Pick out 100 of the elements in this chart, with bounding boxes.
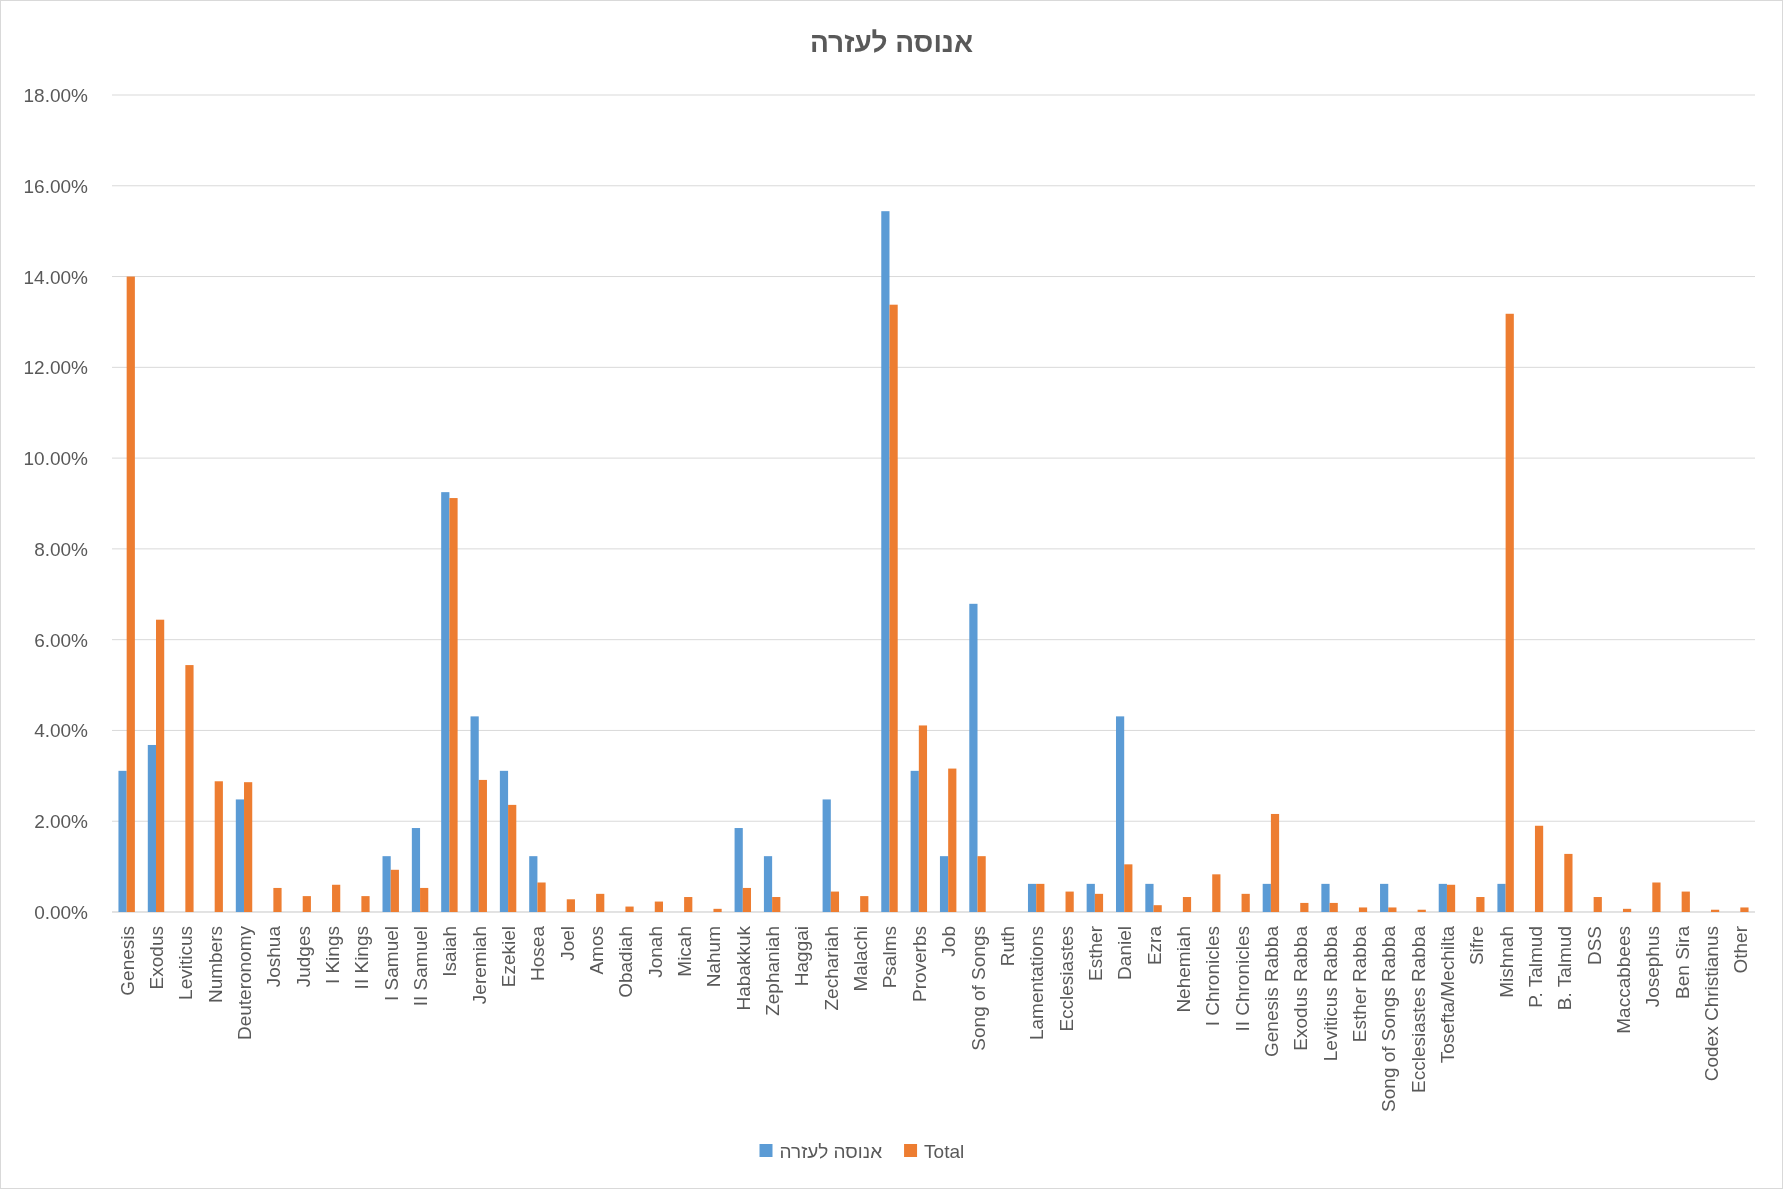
bar	[1027, 883, 1037, 912]
bar	[1438, 883, 1447, 912]
bar	[361, 896, 370, 912]
y-tick-label: 10.00%	[23, 448, 89, 470]
y-tick-label: 2.00%	[34, 811, 89, 833]
bar	[1534, 825, 1544, 912]
x-tick-label: Esther	[1084, 925, 1106, 981]
bar	[478, 779, 487, 912]
bar	[1593, 897, 1602, 912]
bar	[881, 211, 890, 912]
x-tick-label: Ezekiel	[498, 926, 520, 988]
bar	[126, 276, 135, 912]
bar	[1476, 897, 1485, 912]
bar	[1446, 884, 1456, 912]
x-tick-label: Judges	[292, 926, 314, 988]
bar	[1622, 908, 1632, 912]
x-tick-label: II Chronicles	[1231, 926, 1253, 1032]
bar	[969, 603, 978, 912]
bar	[977, 856, 986, 912]
bar	[1388, 907, 1397, 912]
y-tick-label: 0.00%	[34, 902, 89, 923]
x-tick-label: I Samuel	[380, 926, 402, 1001]
x-tick-label: B. Talmud	[1554, 926, 1576, 1011]
bar	[918, 725, 928, 912]
bar	[508, 804, 517, 912]
bar	[772, 897, 781, 912]
bar	[449, 498, 458, 912]
bar	[684, 897, 693, 912]
bar	[382, 856, 391, 912]
y-tick-label: 14.00%	[23, 266, 89, 288]
x-tick-label: Sifre	[1466, 926, 1488, 966]
x-tick-label: Zechariah	[820, 926, 842, 1011]
bar	[1182, 897, 1192, 912]
bar	[625, 906, 634, 912]
bar	[118, 770, 127, 912]
bar	[214, 781, 223, 912]
bar	[244, 782, 253, 912]
bar	[185, 665, 194, 912]
x-tick-label: Exodus	[146, 926, 168, 990]
bar	[939, 856, 949, 912]
x-tick-label: Deuteronomy	[234, 925, 256, 1041]
x-tick-label: Malachi	[850, 926, 872, 992]
bar	[411, 828, 421, 912]
bar	[860, 896, 869, 912]
x-tick-label: Jonah	[644, 926, 666, 978]
bar	[441, 492, 450, 912]
bar	[822, 799, 831, 912]
x-tick-label: Zephaniah	[762, 926, 784, 1016]
x-tick-label: I Chronicles	[1202, 926, 1224, 1027]
x-tick-label: Nehemiah	[1172, 926, 1194, 1013]
x-tick-label: Ruth	[996, 926, 1018, 967]
bar	[1358, 907, 1368, 912]
x-tick-label: Ecclesiastes	[1055, 926, 1077, 1032]
bar	[235, 799, 245, 912]
bar	[147, 744, 157, 912]
x-tick-label: Esther Rabba	[1348, 925, 1370, 1043]
bar	[654, 901, 663, 912]
bar	[889, 304, 898, 912]
x-tick-label: Leviticus Rabba	[1319, 925, 1341, 1062]
x-tick-label: Ben Sira	[1671, 925, 1693, 999]
x-tick-label: Mishnah	[1495, 926, 1517, 998]
x-tick-label: Numbers	[204, 926, 226, 1004]
x-tick-label: Obadiah	[615, 926, 637, 998]
bar	[830, 891, 840, 912]
x-tick-label: Nahum	[703, 926, 725, 988]
bar	[529, 856, 538, 912]
chart-title: אנוסה לעזרה	[809, 27, 974, 58]
bar	[1086, 883, 1095, 912]
x-tick-label: Micah	[674, 926, 696, 977]
bar	[1652, 882, 1661, 912]
x-tick-label: Ecclesiastes Rabba	[1407, 925, 1429, 1093]
bar	[763, 856, 773, 912]
legend-label: Total	[924, 1141, 965, 1162]
x-tick-label: Psalms	[879, 926, 901, 989]
x-tick-label: I Kings	[322, 926, 344, 985]
x-tick-label: Hosea	[527, 925, 549, 981]
bar	[742, 887, 752, 912]
bar	[1380, 883, 1389, 912]
y-tick-label: 6.00%	[34, 629, 89, 651]
bar	[1241, 893, 1250, 912]
bar	[273, 887, 282, 912]
bar	[1036, 883, 1045, 912]
y-tick-label: 4.00%	[34, 720, 89, 742]
bar	[734, 828, 743, 912]
x-tick-label: Jeremiah	[468, 926, 490, 1005]
legend-label: אנוסה לעזרה	[779, 1141, 883, 1162]
bar	[713, 908, 722, 912]
bar	[1564, 853, 1573, 912]
bar	[302, 896, 311, 912]
bar	[1300, 902, 1309, 912]
bar	[1505, 313, 1514, 912]
bar	[1681, 891, 1690, 912]
x-tick-label: Isaiah	[439, 926, 461, 977]
x-tick-label: Exodus Rabba	[1290, 925, 1312, 1051]
bar	[566, 899, 575, 912]
bar	[390, 869, 399, 912]
x-tick-label: II Samuel	[410, 926, 432, 1007]
bar	[537, 882, 546, 912]
x-tick-label: Haggai	[791, 926, 813, 987]
x-tick-label: Other	[1730, 925, 1752, 974]
